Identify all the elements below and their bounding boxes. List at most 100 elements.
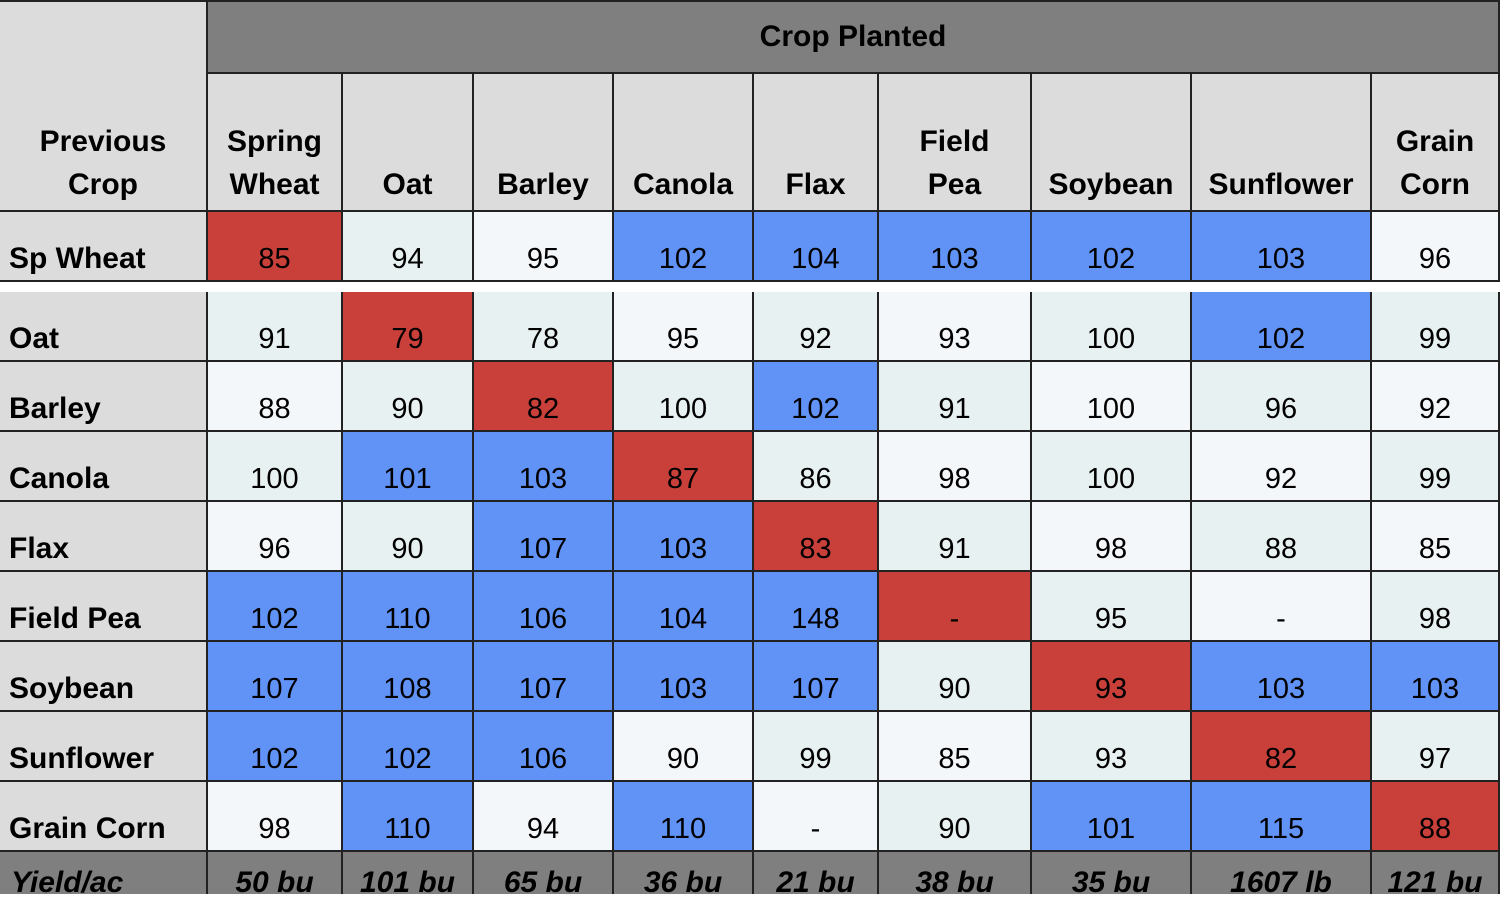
table-cell: 102 — [343, 712, 474, 782]
column-header-text: Barley — [497, 163, 589, 206]
row-header: Field Pea — [0, 572, 208, 642]
table-cell: 90 — [614, 712, 754, 782]
table-cell: 92 — [754, 292, 879, 362]
table-cell: 101 — [1032, 782, 1192, 852]
table-cell: 107 — [474, 502, 614, 572]
table-cell: 102 — [208, 572, 343, 642]
table-cell: 104 — [614, 572, 754, 642]
column-header-line: Sunflower — [1208, 168, 1354, 201]
table-cell: 100 — [1032, 362, 1192, 432]
table-cell: 88 — [208, 362, 343, 432]
table-cell: 148 — [754, 572, 879, 642]
table-cell: - — [754, 782, 879, 852]
table-cell: 98 — [1032, 502, 1192, 572]
table-cell: - — [1192, 572, 1372, 642]
table-cell: 98 — [879, 432, 1032, 502]
table-cell: 78 — [474, 292, 614, 362]
table-cell: 87 — [614, 432, 754, 502]
table-cell: 88 — [1372, 782, 1500, 852]
row-header: Sp Wheat — [0, 212, 208, 282]
table-cell: 93 — [1032, 642, 1192, 712]
table-cell: 103 — [614, 502, 754, 572]
table-cell: 107 — [754, 642, 879, 712]
column-header-line: Spring — [227, 125, 322, 158]
table-cell: 95 — [1032, 572, 1192, 642]
column-header: Spring Wheat — [208, 74, 343, 212]
column-header-line: Grain — [1395, 125, 1475, 158]
table-cell: 93 — [879, 292, 1032, 362]
table-cell: 90 — [343, 362, 474, 432]
table-cell: 92 — [1192, 432, 1372, 502]
footer-value: 36 bu — [614, 852, 754, 899]
table-cell: 90 — [343, 502, 474, 572]
table-cell: 85 — [1372, 502, 1500, 572]
table-cell: 103 — [474, 432, 614, 502]
row-header: Flax — [0, 502, 208, 572]
column-header: Flax — [754, 74, 879, 212]
footer-value: 21 bu — [754, 852, 879, 899]
row-header-title-text: Previous Crop — [40, 120, 167, 206]
column-header-text: Oat — [382, 163, 432, 206]
table-cell: 91 — [879, 502, 1032, 572]
table-cell: 102 — [1032, 212, 1192, 282]
table-cell: 91 — [879, 362, 1032, 432]
column-header: Oat — [343, 74, 474, 212]
table-cell: 102 — [1192, 292, 1372, 362]
footer-value: 35 bu — [1032, 852, 1192, 899]
footer-label: Yield/ac — [0, 852, 208, 899]
table-cell: 99 — [1372, 432, 1500, 502]
column-header-line: Barley — [497, 168, 589, 201]
table-cell: 100 — [614, 362, 754, 432]
column-header-text: Grain Corn — [1396, 120, 1474, 206]
column-header: Sunflower — [1192, 74, 1372, 212]
table-cell: 85 — [879, 712, 1032, 782]
table-cell: 107 — [208, 642, 343, 712]
table-cell: 86 — [754, 432, 879, 502]
row-header: Soybean — [0, 642, 208, 712]
table-cell: 92 — [1372, 362, 1500, 432]
column-header: Soybean — [1032, 74, 1192, 212]
row-header: Sunflower — [0, 712, 208, 782]
table-cell: 110 — [343, 572, 474, 642]
table-cell: 91 — [208, 292, 343, 362]
column-header: Canola — [614, 74, 754, 212]
table-cell: 96 — [208, 502, 343, 572]
table-cell: 93 — [1032, 712, 1192, 782]
table-cell: 95 — [614, 292, 754, 362]
footer-value: 50 bu — [208, 852, 343, 899]
table-cell: 85 — [208, 212, 343, 282]
column-header: Field Pea — [879, 74, 1032, 212]
column-header-line: Corn — [1399, 168, 1470, 201]
table-cell: 83 — [754, 502, 879, 572]
table-cell: 106 — [474, 572, 614, 642]
table-cell: - — [879, 572, 1032, 642]
footer-value: 65 bu — [474, 852, 614, 899]
table-cell: 98 — [1372, 572, 1500, 642]
footer-value: 1607 lb — [1192, 852, 1372, 899]
table-cell: 100 — [208, 432, 343, 502]
column-group-banner: Crop Planted — [208, 2, 1500, 74]
table-cell: 82 — [474, 362, 614, 432]
column-header-text: Sunflower — [1208, 163, 1353, 206]
table-cell: 82 — [1192, 712, 1372, 782]
table-cell: 110 — [614, 782, 754, 852]
table-cell: 101 — [343, 432, 474, 502]
table-cell: 98 — [208, 782, 343, 852]
table-cell: 102 — [614, 212, 754, 282]
table-cell: 94 — [343, 212, 474, 282]
table-cell: 104 — [754, 212, 879, 282]
footer-value: 101 bu — [343, 852, 474, 899]
column-header-text: Canola — [633, 163, 733, 206]
table-cell: 95 — [474, 212, 614, 282]
table-cell: 99 — [1372, 292, 1500, 362]
table-cell: 103 — [879, 212, 1032, 282]
table-cell: 96 — [1192, 362, 1372, 432]
column-header-line: Pea — [927, 168, 982, 201]
row-header: Grain Corn — [0, 782, 208, 852]
table-cell: 90 — [879, 782, 1032, 852]
table-cell: 102 — [754, 362, 879, 432]
table-cell: 100 — [1032, 292, 1192, 362]
table-cell: 103 — [614, 642, 754, 712]
table-cell: 90 — [879, 642, 1032, 712]
table-cell: 79 — [343, 292, 474, 362]
